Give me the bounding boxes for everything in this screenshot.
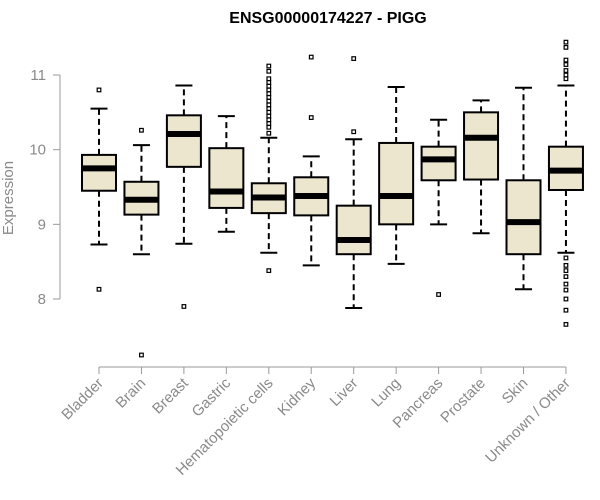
outlier-point xyxy=(266,106,272,112)
outlier-point xyxy=(308,115,314,120)
box-prostate xyxy=(463,99,500,235)
x-tick-label: Bladder xyxy=(58,375,107,424)
x-tick-label: Lung xyxy=(368,375,404,411)
box-liver xyxy=(335,56,372,309)
outlier-point xyxy=(351,56,357,61)
iqr-box xyxy=(505,179,542,256)
iqr-box xyxy=(420,145,457,182)
x-tick-label: Breast xyxy=(149,374,192,417)
outlier-point xyxy=(563,307,569,313)
box-breast xyxy=(165,84,202,309)
outlier-point xyxy=(266,68,272,74)
outlier-point xyxy=(139,127,144,133)
outlier-point xyxy=(266,102,272,108)
box-brain xyxy=(123,127,160,358)
y-tick-label: 8 xyxy=(38,291,46,308)
outlier-point xyxy=(436,292,441,297)
box-gastric xyxy=(208,115,245,233)
chart-title: ENSG00000174227 - PIGG xyxy=(229,10,426,27)
outlier-point xyxy=(96,87,102,93)
y-axis-label: Expression xyxy=(0,161,17,235)
outlier-point xyxy=(266,98,272,104)
box-kidney xyxy=(293,54,330,267)
outlier-point xyxy=(266,63,272,69)
outlier-point xyxy=(266,87,272,93)
outlier-point xyxy=(563,263,569,268)
outlier-point xyxy=(266,109,272,115)
outlier-point xyxy=(139,352,144,358)
box-bladder xyxy=(81,87,117,292)
outlier-point xyxy=(96,286,102,292)
iqr-box xyxy=(335,204,372,256)
outlier-point xyxy=(563,281,569,287)
outlier-point xyxy=(563,62,569,67)
outlier-point xyxy=(563,321,569,327)
outlier-point xyxy=(181,304,187,309)
outlier-point xyxy=(266,113,272,119)
box-skin xyxy=(505,86,542,291)
iqr-box xyxy=(463,111,500,181)
outlier-point xyxy=(563,255,569,261)
iqr-box xyxy=(81,153,117,192)
outlier-point xyxy=(266,124,272,130)
box-pancreas xyxy=(420,118,457,297)
outlier-point xyxy=(563,287,569,293)
outlier-point xyxy=(563,39,569,45)
y-axis: 8 9 10 11 xyxy=(29,67,61,308)
box-unknown-other xyxy=(547,39,584,327)
box-lung xyxy=(378,85,415,265)
outlier-point xyxy=(563,296,569,302)
outlier-point xyxy=(563,44,569,50)
outlier-point xyxy=(266,83,272,89)
outlier-point xyxy=(351,129,357,135)
outlier-point xyxy=(563,76,569,82)
iqr-box xyxy=(165,114,202,168)
outlier-point xyxy=(308,54,314,60)
outlier-point xyxy=(266,94,272,100)
y-tick-label: 10 xyxy=(29,142,46,159)
outlier-point xyxy=(266,121,272,126)
outlier-point xyxy=(563,57,569,63)
outlier-point xyxy=(266,130,272,136)
boxes xyxy=(81,39,584,358)
y-tick-label: 11 xyxy=(30,67,46,84)
x-tick-label: Kidney xyxy=(275,374,320,419)
outlier-point xyxy=(266,268,272,274)
box-hematopoietic-cells xyxy=(250,63,287,274)
x-tick-label: Skin xyxy=(499,375,532,408)
outlier-point xyxy=(563,68,569,73)
iqr-box xyxy=(208,147,245,209)
outlier-point xyxy=(266,80,272,85)
iqr-box xyxy=(378,141,415,226)
x-tick-label: Liver xyxy=(327,375,362,410)
outlier-point xyxy=(563,268,569,274)
x-tick-label: Prostate xyxy=(437,375,489,427)
outlier-point xyxy=(266,91,272,97)
outlier-point xyxy=(563,274,569,279)
outlier-point xyxy=(563,72,569,78)
x-tick-label: Brain xyxy=(112,375,149,412)
outlier-point xyxy=(266,76,272,82)
y-tick-label: 9 xyxy=(38,216,46,233)
outlier-point xyxy=(266,117,272,123)
